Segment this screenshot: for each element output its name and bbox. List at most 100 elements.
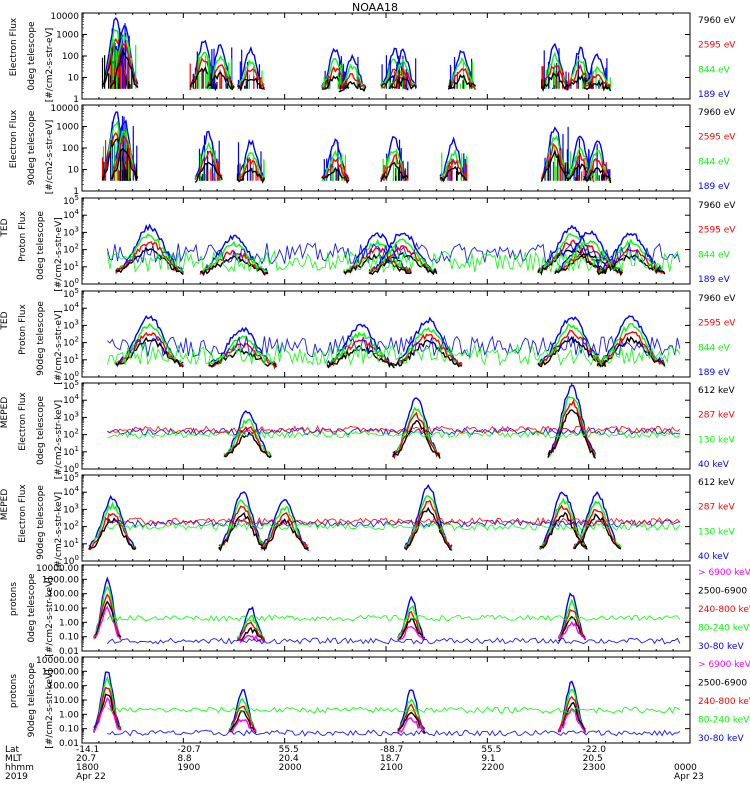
- x-axis-cell: 2000: [279, 763, 302, 773]
- x-axis-cell: 20.4: [279, 754, 299, 764]
- y-tick-label: 100.00: [48, 682, 80, 692]
- series-line-2595-ev: [115, 241, 184, 275]
- series-line-7960-ev: [447, 73, 477, 90]
- y-tick-label: 0.10: [59, 633, 79, 643]
- y-axis-label: [#/cm2-s-str-keV]: [54, 400, 64, 479]
- data-marks: [93, 576, 681, 645]
- series-line-240-800-kev: [557, 609, 586, 640]
- legend-entry: 2595 eV: [698, 133, 736, 143]
- series-line-612-kev: [260, 518, 309, 551]
- series-line-240-800-kev: [237, 621, 265, 641]
- x-axis-cell: -22.0: [583, 745, 607, 755]
- series-line-189-ev: [389, 48, 417, 88]
- x-axis-cell: 55.5: [279, 745, 299, 755]
- y-axis-label: 90deg telescope: [36, 301, 46, 376]
- baseline-trace: [106, 614, 681, 622]
- baseline-trace: [107, 706, 681, 714]
- legend-entry: 130 keV: [698, 435, 735, 445]
- x-axis-cell: 20.7: [76, 754, 96, 764]
- y-axis-label: 0deg telescope: [36, 211, 46, 281]
- y-axis-label: Proton Flux: [18, 304, 28, 355]
- legend-entry: 287 keV: [698, 411, 735, 421]
- y-axis-label: 90deg telescope: [36, 485, 46, 560]
- legend-entry: 2500-6900: [698, 679, 747, 689]
- y-tick-label: 103: [63, 502, 79, 515]
- series-line-844-ev: [326, 331, 395, 367]
- legend-entry: 40 keV: [698, 552, 730, 562]
- x-axis-cell: 20.5: [583, 754, 603, 764]
- series-line-2595-ev: [540, 64, 569, 91]
- series-line--6900-kev: [228, 718, 257, 733]
- y-axis-label: 90deg telescope: [27, 110, 37, 185]
- x-axis-row-label: MLT: [5, 754, 23, 764]
- y-tick-label: 103: [63, 318, 79, 331]
- x-axis-cell: Apr 23: [674, 772, 704, 782]
- y-axis-label: Proton Flux: [18, 211, 28, 262]
- legend-entry: 844 eV: [698, 343, 731, 353]
- legend-entry: 189 eV: [698, 182, 731, 192]
- series-line-2500-6900: [558, 701, 586, 733]
- y-axis-label: Electron Flux: [9, 17, 19, 76]
- y-axis-label: TED: [0, 218, 10, 237]
- y-tick-label: 100: [62, 52, 79, 62]
- x-axis-cell: -20.7: [177, 745, 200, 755]
- series-line-130-kev: [573, 500, 622, 548]
- legend-entry: 240-800 keV: [698, 697, 750, 707]
- series-line-40-kev: [403, 483, 453, 549]
- panel-ted-electron-0deg: 1 10 100 1000 10000 Electron Flux 0deg telesco…: [9, 12, 736, 105]
- series-line-612-kev: [573, 513, 621, 550]
- series-line-612-kev: [218, 512, 267, 552]
- x-axis-cell: 1900: [177, 763, 200, 773]
- y-tick-label: 1000.00: [42, 667, 79, 677]
- series-line-287-kev: [572, 508, 622, 550]
- y-tick-label: 10: [68, 74, 80, 84]
- series-line--6900-kev: [557, 707, 586, 734]
- series-line-287-kev: [547, 398, 597, 459]
- data-marks: [106, 315, 681, 370]
- series-line-7960-ev: [439, 165, 468, 183]
- baseline-trace: [107, 424, 681, 434]
- legend-entry: 844 eV: [698, 65, 731, 75]
- series-line-7960-ev: [554, 252, 624, 277]
- legend-entry: > 6900 keV: [698, 660, 750, 670]
- data-marks: [93, 671, 681, 737]
- series-line-612-kev: [88, 517, 137, 550]
- series-line-2595-ev: [596, 331, 666, 368]
- y-tick-label: 101: [63, 445, 79, 458]
- y-tick-label: 0.01: [59, 739, 79, 749]
- baseline-trace: [106, 343, 681, 367]
- y-axis-label: Electron Flux: [18, 392, 28, 451]
- x-axis-row-label: Lat: [5, 745, 20, 755]
- series-line-7960-ev: [338, 80, 367, 93]
- series-line-612-kev: [404, 506, 453, 551]
- chart-title: NOAA18: [351, 1, 399, 14]
- legend-entry: 844 eV: [698, 250, 731, 260]
- y-axis-label: [#/cm2-s-str-keV]: [45, 669, 55, 748]
- y-tick-label: 1.00: [59, 618, 79, 628]
- y-axis-label: 0deg telescope: [27, 21, 37, 91]
- legend-entry: 7960 eV: [698, 16, 736, 26]
- series-line--6900-kev: [557, 620, 586, 640]
- x-axis-cell: 2200: [481, 763, 504, 773]
- y-tick-label: 104: [63, 301, 79, 314]
- y-axis-label: MEPED: [0, 489, 10, 521]
- series-line-7960-ev: [101, 138, 130, 182]
- y-tick-label: 101: [63, 353, 79, 366]
- legend-entry: 287 keV: [698, 503, 735, 513]
- x-axis-row-label: hhmm: [5, 763, 34, 773]
- series-line-7960-ev: [101, 44, 130, 89]
- series-line-612-kev: [547, 409, 597, 459]
- legend-entry: 2595 eV: [698, 41, 736, 51]
- legend-entry: 2595 eV: [698, 226, 736, 236]
- legend-entry: 80-240 keV: [698, 624, 750, 634]
- baseline-trace: [106, 241, 681, 266]
- series-line-40-kev: [223, 409, 272, 458]
- series-line-7960-ev: [596, 336, 666, 368]
- legend-entry: 7960 eV: [698, 108, 736, 118]
- y-tick-label: 1: [73, 95, 79, 105]
- series-line-40-kev: [218, 491, 267, 550]
